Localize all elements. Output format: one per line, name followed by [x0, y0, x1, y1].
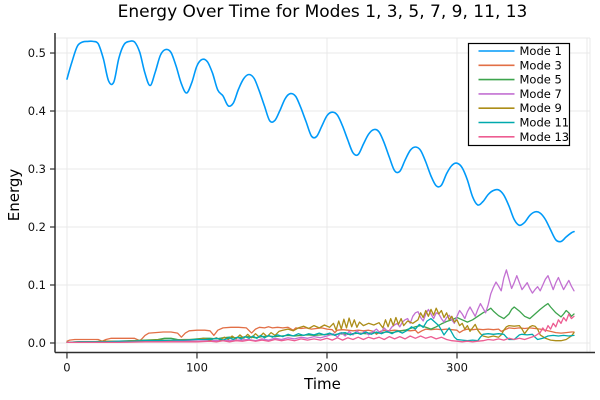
y-tick-label: 0.0 — [28, 336, 46, 350]
series-line-mode-1 — [66, 40, 575, 243]
x-tick-label: 200 — [316, 361, 338, 375]
y-tick-label: 0.1 — [28, 278, 46, 292]
x-tick-label: 300 — [446, 361, 468, 375]
legend-label: Mode 5 — [520, 73, 562, 87]
x-tick-label: 0 — [63, 361, 70, 375]
legend-label: Mode 3 — [520, 58, 562, 72]
series-line-mode-7 — [66, 269, 575, 344]
series-line-mode-3 — [66, 326, 575, 342]
series-line-mode-11 — [66, 317, 575, 344]
y-tick-label: 0.3 — [28, 162, 46, 176]
y-tick-label: 0.5 — [28, 46, 46, 60]
legend-label: Mode 11 — [520, 116, 570, 130]
legend-label: Mode 13 — [520, 130, 570, 144]
x-tick-label: 100 — [186, 361, 208, 375]
legend-label: Mode 1 — [520, 44, 562, 58]
y-tick-label: 0.2 — [28, 220, 46, 234]
legend-label: Mode 9 — [520, 101, 562, 115]
series-line-mode-13 — [66, 313, 575, 344]
legend-label: Mode 7 — [520, 87, 562, 101]
series-line-mode-9 — [66, 307, 575, 344]
x-axis-label: Time — [304, 375, 341, 393]
chart-title: Energy Over Time for Modes 1, 3, 5, 7, 9… — [117, 2, 528, 22]
y-tick-label: 0.4 — [28, 104, 46, 118]
